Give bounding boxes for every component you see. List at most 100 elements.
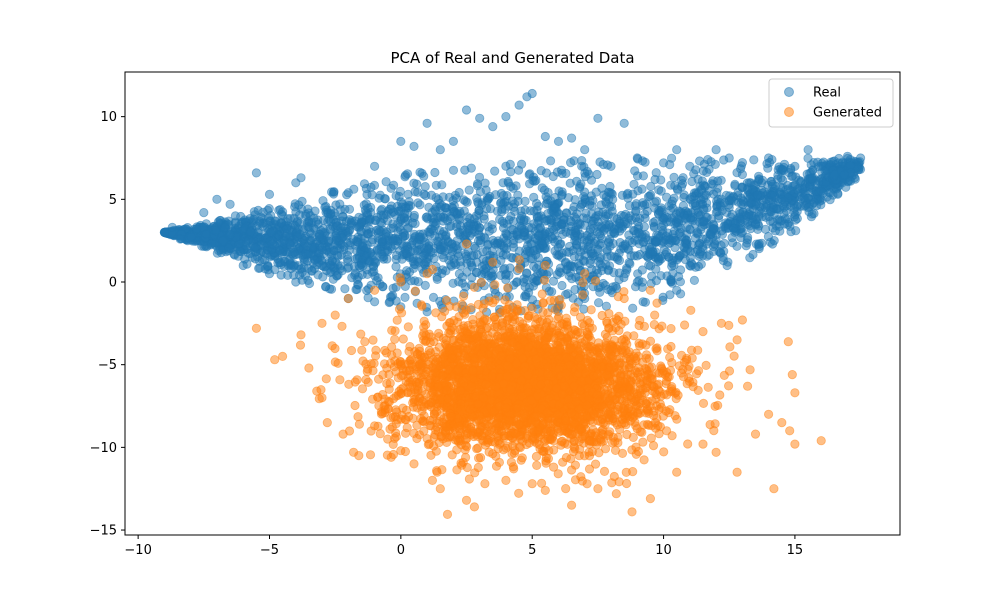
real-point [661, 247, 672, 257]
real-point [658, 158, 669, 168]
real-point [545, 156, 556, 166]
real-point [369, 297, 380, 307]
real-point [632, 277, 642, 287]
real-point [632, 251, 643, 261]
generated-point [686, 305, 696, 315]
real-point [553, 136, 564, 146]
real-point [825, 195, 835, 205]
real-point [375, 217, 386, 227]
real-point [686, 215, 696, 225]
real-point [652, 237, 662, 247]
real-point [378, 254, 389, 264]
real-point [712, 187, 722, 197]
real-point [294, 200, 304, 210]
real-point [444, 244, 454, 254]
real-point [593, 298, 604, 308]
real-point [724, 153, 734, 163]
generated-point [538, 297, 548, 308]
real-point [246, 227, 256, 237]
real-point [318, 272, 328, 282]
real-point [377, 204, 387, 214]
real-point [509, 202, 519, 212]
real-point [250, 243, 260, 253]
real-point [529, 219, 539, 229]
real-point [708, 224, 718, 234]
real-point [490, 166, 500, 176]
real-point [454, 187, 464, 198]
real-point [473, 199, 484, 209]
real-point [460, 230, 471, 240]
real-point [737, 169, 748, 180]
real-point [267, 239, 277, 249]
real-point [431, 193, 441, 203]
real-point [220, 222, 230, 232]
real-point [514, 246, 524, 256]
real-point [186, 232, 196, 242]
real-point [738, 197, 748, 207]
real-point [607, 189, 617, 199]
generated-point [671, 393, 681, 404]
real-point [327, 256, 337, 266]
real-point [361, 208, 371, 218]
real-point [790, 161, 800, 171]
real-point [614, 255, 625, 266]
real-point [561, 168, 571, 179]
real-point [304, 278, 315, 289]
real-point [413, 187, 423, 197]
real-point [264, 189, 275, 199]
real-point [175, 234, 185, 244]
generated-point [597, 310, 607, 321]
real-point [396, 136, 406, 146]
generated-point [558, 457, 568, 467]
real-point [467, 251, 477, 261]
real-point [496, 270, 506, 280]
real-point [497, 216, 507, 226]
real-point [199, 208, 209, 218]
real-point [388, 180, 399, 190]
real-point [275, 245, 285, 255]
real-point [757, 238, 767, 248]
real-point [767, 190, 777, 200]
real-point [388, 283, 398, 293]
real-point [548, 171, 558, 182]
generated-point [490, 280, 500, 290]
real-point [606, 161, 616, 171]
real-point [384, 297, 394, 308]
real-point [628, 303, 638, 313]
real-point [499, 233, 509, 243]
real-point [661, 231, 671, 241]
real-point [566, 133, 577, 143]
real-point [459, 195, 469, 205]
real-point [254, 263, 264, 273]
real-point [437, 200, 447, 210]
real-point [446, 221, 456, 231]
generated-point [537, 289, 547, 299]
real-point [343, 188, 353, 198]
real-point [842, 151, 853, 161]
real-point [668, 268, 678, 278]
real-point [296, 173, 306, 183]
real-point [580, 145, 590, 155]
real-points [159, 153, 866, 318]
real-point [656, 186, 666, 196]
real-point [359, 200, 369, 210]
real-point [668, 233, 679, 243]
real-point [625, 259, 635, 269]
real-point [333, 221, 343, 231]
real-point [577, 156, 587, 166]
real-point [439, 227, 449, 237]
real-point [294, 210, 305, 220]
real-point [506, 252, 517, 263]
real-point [751, 199, 762, 209]
real-point [421, 212, 431, 223]
real-point [448, 136, 458, 146]
generated-point [703, 382, 713, 392]
generated-point [437, 312, 447, 322]
real-point [789, 212, 800, 222]
real-point [656, 271, 666, 281]
real-point [732, 241, 742, 251]
real-point [593, 217, 603, 227]
real-point [605, 181, 615, 192]
real-point [622, 190, 632, 200]
